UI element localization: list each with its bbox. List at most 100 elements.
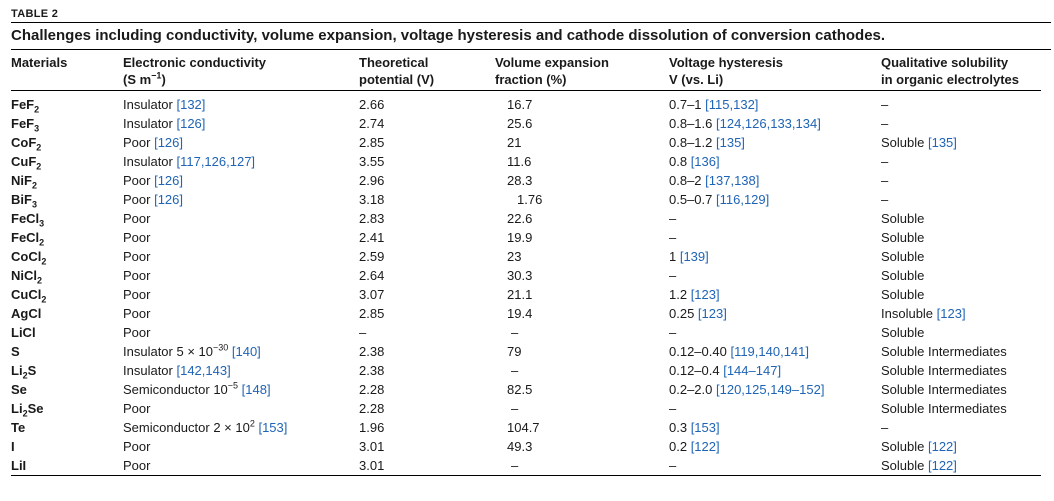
cell-volume: 21 (507, 135, 522, 150)
table-row: Te Semiconductor 2 × 102 [153] 1.96 104.7 0.… (11, 418, 1041, 437)
cell-volume: 28.3 (507, 173, 533, 188)
cell-solubility: – (881, 173, 889, 188)
cell-material: AgCl (11, 306, 42, 321)
cell-volume: – (511, 458, 519, 473)
citation-link[interactable]: [135] (716, 135, 745, 150)
table-container: TABLE 2 Challenges including conductivit… (11, 6, 1051, 476)
table-row: I Poor 3.01 49.3 0.2 [122] Soluble [122] (11, 437, 1041, 456)
citation-link[interactable]: [120,125,149–152] (716, 382, 825, 397)
cell-material: I (11, 439, 15, 454)
citation-link[interactable]: [126] (176, 116, 206, 131)
cell-potential: 2.64 (359, 268, 385, 283)
table-label: TABLE 2 (11, 8, 59, 20)
citation-link[interactable]: [153] (254, 420, 288, 435)
citation-link[interactable]: [122] (927, 439, 957, 454)
citation-link[interactable]: [124,126,133,134] (716, 116, 821, 131)
cell-solubility: Soluble (881, 287, 925, 302)
cell-volume: 1.76 (517, 192, 543, 207)
cell-potential: 3.01 (359, 458, 385, 473)
cell-material: CoCl2 (11, 249, 47, 267)
cell-potential: 2.38 (359, 344, 385, 359)
citation-link[interactable]: [126] (154, 135, 183, 150)
cell-conductivity: Poor (123, 249, 151, 264)
cell-potential: 2.41 (359, 230, 385, 245)
header-potential: Theoretical potential (V) (359, 55, 435, 87)
table-row: CoCl2 Poor 2.59 23 1 [139] Soluble (11, 247, 1041, 266)
cell-volume: 79 (507, 344, 522, 359)
cell-conductivity: Poor (123, 268, 151, 283)
header-volume: Volume expansion fraction (%) (495, 55, 609, 87)
citation-link[interactable]: [126] (154, 173, 183, 188)
header-hysteresis: Voltage hysteresis V (vs. Li) (669, 55, 783, 87)
citation-link[interactable]: [137,138] (705, 173, 760, 188)
cell-conductivity: Semiconductor 2 × 102 [153] (123, 418, 288, 435)
data-table: Materials Electronic conductivity (S m−1… (11, 50, 1041, 475)
cell-solubility: Soluble (881, 211, 925, 226)
citation-link[interactable]: [119,140,141] (730, 344, 810, 359)
cell-potential: 1.96 (359, 420, 385, 435)
cell-conductivity: Poor (123, 211, 151, 226)
cell-conductivity: Poor (123, 401, 151, 416)
cell-solubility: – (881, 116, 889, 131)
cell-hysteresis: – (669, 211, 677, 226)
cell-solubility: Soluble (881, 268, 925, 283)
cell-potential: 3.07 (359, 287, 385, 302)
cell-potential: 3.18 (359, 192, 385, 207)
cell-potential: 3.55 (359, 154, 385, 169)
cell-volume: 49.3 (507, 439, 533, 454)
citation-link[interactable]: [142,143] (176, 363, 231, 378)
citation-link[interactable]: [132] (176, 97, 206, 112)
citation-link[interactable]: [122] (690, 439, 720, 454)
table-row: Se Semiconductor 10−5 [148] 2.28 82.5 0.2–2.… (11, 380, 1041, 399)
citation-link[interactable]: [123] (697, 306, 727, 321)
cell-solubility: Soluble Intermediates (881, 401, 1007, 416)
citation-link[interactable]: [122] (927, 458, 957, 473)
citation-link[interactable]: [116,129] (716, 192, 770, 207)
cell-potential: 2.96 (359, 173, 385, 188)
cell-potential: 2.66 (359, 97, 385, 112)
cell-volume: – (511, 363, 519, 378)
cell-hysteresis: 0.8–1.6 [124,126,133,134] (669, 116, 821, 131)
cell-hysteresis: 0.12–0.4 [144–147] (669, 363, 782, 378)
citation-link[interactable]: [117,126,127] (176, 154, 256, 169)
citation-link[interactable]: [115,132] (705, 97, 759, 112)
cell-hysteresis: 0.8–2 [137,138] (669, 173, 760, 188)
cell-hysteresis: 0.3 [153] (669, 420, 720, 435)
cell-conductivity: Insulator [126] (123, 116, 206, 131)
caption-rule (11, 49, 1051, 50)
cell-volume: 22.6 (507, 211, 533, 226)
cell-hysteresis: – (669, 401, 677, 416)
cell-conductivity: Insulator [117,126,127] (123, 154, 256, 169)
cell-material: Li2S (11, 363, 37, 381)
table-row: Li2S Insulator [142,143] 2.38 – 0.12–0.4 [14… (11, 361, 1041, 380)
cell-material: NiF2 (11, 173, 37, 191)
cell-material: BiF3 (11, 192, 37, 210)
cell-conductivity: Poor (123, 325, 151, 340)
cell-hysteresis: 0.7–1 [115,132] (669, 97, 759, 112)
cell-material: S (11, 344, 20, 359)
citation-link[interactable]: [139] (679, 249, 709, 264)
cell-hysteresis: 0.2 [122] (669, 439, 720, 454)
table-row: S Insulator 5 × 10−30 [140] 2.38 79 0.12–0.4… (11, 342, 1041, 361)
citation-link[interactable]: [140] (228, 344, 261, 359)
cell-material: NiCl2 (11, 268, 43, 286)
cell-solubility: Soluble (881, 249, 925, 264)
cell-potential: 2.85 (359, 135, 385, 150)
cell-material: CoF2 (11, 135, 42, 153)
cell-conductivity: Poor (123, 230, 151, 245)
citation-link[interactable]: [148] (238, 382, 271, 397)
cell-material: LiI (11, 458, 27, 473)
cell-material: Te (11, 420, 26, 435)
citation-link[interactable]: [144–147] (723, 363, 782, 378)
cell-material: Li2Se (11, 401, 44, 419)
citation-link[interactable]: [135] (927, 135, 957, 150)
citation-link[interactable]: [153] (690, 420, 720, 435)
citation-link[interactable]: [126] (154, 192, 183, 207)
cell-solubility: – (881, 97, 889, 112)
cell-conductivity: Poor (123, 439, 151, 454)
citation-link[interactable]: [123] (690, 287, 720, 302)
cell-volume: 19.9 (507, 230, 533, 245)
top-rule (11, 22, 1051, 23)
citation-link[interactable]: [123] (936, 306, 966, 321)
citation-link[interactable]: [136] (690, 154, 720, 169)
